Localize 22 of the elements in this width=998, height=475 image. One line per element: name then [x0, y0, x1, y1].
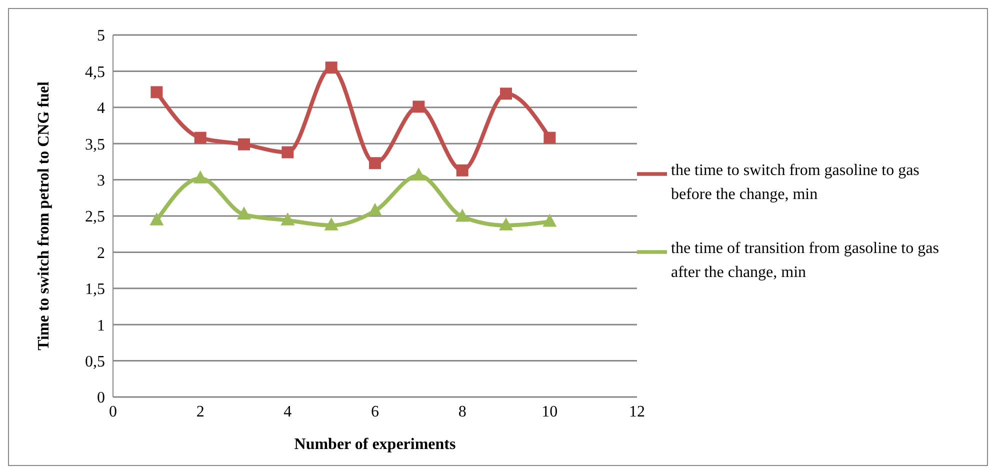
y-tick-label: 0,5	[85, 353, 105, 370]
x-axis-title: Number of experiments	[294, 436, 456, 453]
y-tick-label: 4,5	[85, 64, 105, 81]
y-tick-label: 3	[97, 172, 105, 190]
x-tick-label: 8	[458, 403, 466, 420]
y-tick-label: 1,5	[85, 281, 105, 298]
legend-label: the time to switch from gasoline to gas before the change, min	[671, 161, 920, 205]
x-tick-label: 0	[109, 403, 117, 420]
x-tick-label: 4	[284, 403, 292, 420]
x-tick-label: 2	[196, 403, 204, 420]
y-tick-label: 4	[97, 100, 105, 118]
x-tick-label: 10	[542, 403, 558, 420]
y-tick-label: 0	[97, 390, 105, 407]
x-tick-label: 6	[371, 403, 379, 420]
y-tick-label: 1	[97, 317, 105, 334]
y-axis-title: Time to switch from petrol to CNG fuel	[36, 81, 53, 350]
x-tick-label: 12	[629, 403, 645, 420]
y-tick-label: 3,5	[85, 136, 105, 154]
y-tick-label: 2	[97, 244, 105, 262]
y-tick-label: 5	[97, 28, 105, 45]
y-tick-label: 2,5	[85, 208, 105, 226]
legend-label: the time of transition from gasoline to gas after the change, min	[671, 239, 940, 283]
